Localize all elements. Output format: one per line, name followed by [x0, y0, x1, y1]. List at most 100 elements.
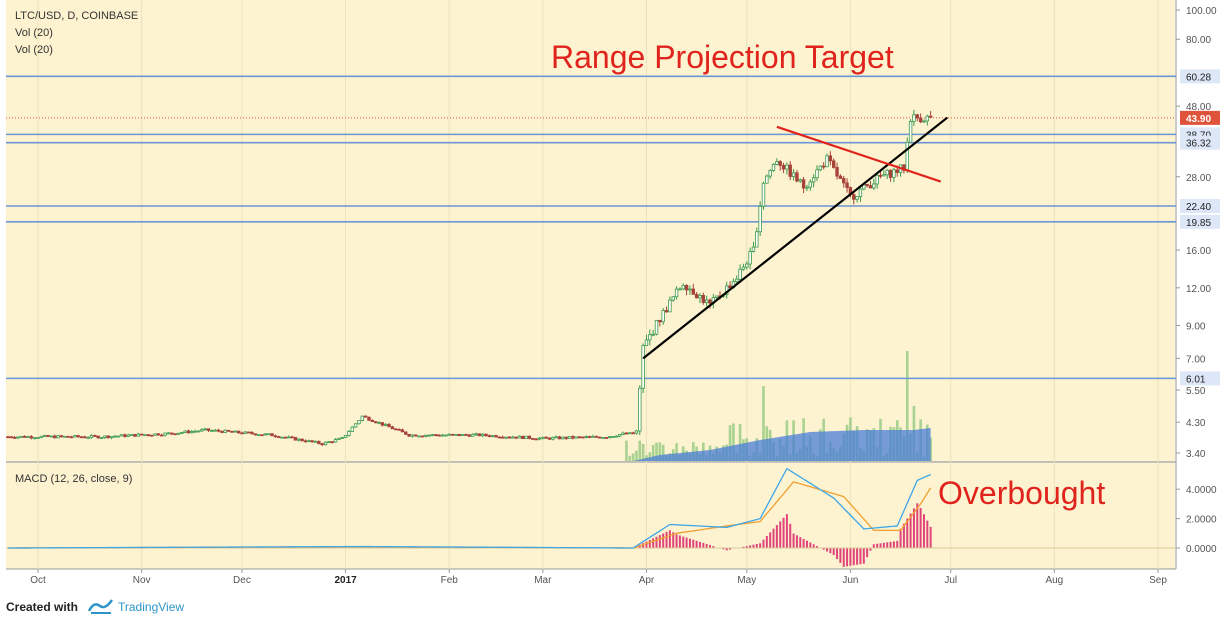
- volume-bar: [691, 442, 695, 461]
- candle-body: [741, 266, 746, 270]
- candle-body: [400, 429, 405, 433]
- price-tick-label: 5.50: [1186, 386, 1206, 397]
- time-tick-label: Aug: [1045, 575, 1063, 586]
- candle-body: [240, 432, 244, 435]
- volume-ma-area: [633, 428, 931, 461]
- candle-body: [434, 434, 438, 436]
- horizontal-level-label: 60.28: [1186, 72, 1211, 83]
- candle-body: [624, 432, 629, 435]
- time-axis-bg: [6, 569, 1175, 594]
- candle-body: [203, 428, 207, 431]
- candle-body: [149, 434, 154, 437]
- candle-body: [852, 194, 856, 200]
- macd-histogram-bar: [712, 546, 715, 548]
- candle-body: [200, 429, 204, 432]
- macd-histogram-bar: [899, 528, 902, 548]
- candle-body: [440, 434, 445, 437]
- candle-body: [651, 333, 655, 336]
- candle-body: [283, 436, 288, 439]
- candle-body: [450, 433, 455, 436]
- resistance-trendline[interactable]: [776, 125, 942, 183]
- macd-line: [7, 467, 931, 549]
- candle-body: [648, 334, 652, 341]
- macd-histogram-bar: [812, 544, 815, 548]
- candle-body: [855, 196, 859, 200]
- macd-histogram-bar: [698, 541, 701, 548]
- candle-body: [303, 440, 308, 443]
- macd-histogram-bar: [842, 548, 845, 567]
- time-tick-label: Mar: [534, 575, 552, 586]
- candle-body: [832, 160, 836, 168]
- candle-body: [103, 435, 107, 438]
- tradingview-logo-icon[interactable]: [88, 597, 114, 615]
- candle-body: [875, 174, 879, 185]
- support-trendline[interactable]: [642, 116, 949, 360]
- macd-histogram-bar: [929, 526, 932, 548]
- candle-body: [781, 164, 786, 170]
- macd-histogram-bar: [909, 513, 912, 548]
- candle-body: [79, 436, 84, 439]
- candle-body: [554, 436, 558, 439]
- candle-body: [320, 443, 324, 446]
- price-tick-label: 4.30: [1186, 418, 1206, 429]
- candle-body: [447, 433, 451, 436]
- candle-body: [464, 434, 468, 436]
- volume-bar: [738, 424, 742, 461]
- candle-body: [818, 165, 823, 171]
- horizontal-level-label: 19.85: [1186, 218, 1211, 229]
- candle-body: [16, 436, 20, 439]
- volume-bar: [762, 386, 765, 461]
- tradingview-brand-link[interactable]: TradingView: [118, 600, 185, 614]
- macd-histogram-bar: [872, 544, 875, 548]
- candle-body: [146, 434, 151, 437]
- candle-body: [59, 435, 64, 438]
- candle-body: [641, 345, 645, 389]
- candle-body: [915, 114, 919, 119]
- candle-body: [477, 433, 482, 437]
- macd-tick-label: 4.0000: [1186, 485, 1217, 496]
- candle-body: [591, 435, 595, 438]
- candle-body: [153, 433, 157, 436]
- candle-body: [12, 436, 17, 439]
- candle-body: [681, 285, 685, 290]
- time-tick-label: Nov: [133, 575, 151, 586]
- symbol-label: LTC/USD, D, COINBASE: [15, 10, 138, 22]
- candle-body: [139, 433, 144, 436]
- volume-bar: [635, 450, 638, 461]
- macd-histogram-bar: [725, 548, 728, 551]
- candle-body: [507, 436, 512, 439]
- candle-body: [918, 117, 923, 123]
- candle-body: [73, 435, 77, 438]
- candle-body: [601, 437, 605, 439]
- candle-body: [266, 433, 271, 436]
- candle-body: [347, 431, 351, 436]
- candle-body: [611, 436, 615, 438]
- macd-histogram-bar: [832, 548, 835, 556]
- candle-body: [277, 436, 281, 438]
- macd-histogram-bar: [772, 528, 775, 548]
- candle-body: [674, 288, 679, 298]
- candle-body: [29, 436, 34, 439]
- macd-histogram-bar: [802, 538, 805, 548]
- candle-body: [571, 436, 575, 439]
- candle-body: [273, 435, 278, 438]
- candle-body: [96, 435, 100, 439]
- candle-body: [704, 299, 709, 303]
- candle-body: [310, 440, 314, 443]
- candle-body: [410, 434, 415, 437]
- volume-bar: [728, 425, 732, 461]
- candle-body: [654, 320, 659, 335]
- macd-histogram-bar: [839, 548, 842, 563]
- candle-body: [467, 434, 471, 437]
- candle-body: [380, 422, 385, 426]
- candle-body: [290, 436, 294, 439]
- candle-body: [93, 435, 97, 437]
- macd-histogram-bar: [799, 537, 802, 548]
- candle-body: [300, 438, 304, 442]
- candle-body: [444, 434, 448, 437]
- candle-body: [424, 434, 428, 437]
- candle-body: [119, 434, 124, 437]
- macd-histogram-bar: [795, 535, 798, 548]
- macd-histogram-bar: [926, 520, 929, 548]
